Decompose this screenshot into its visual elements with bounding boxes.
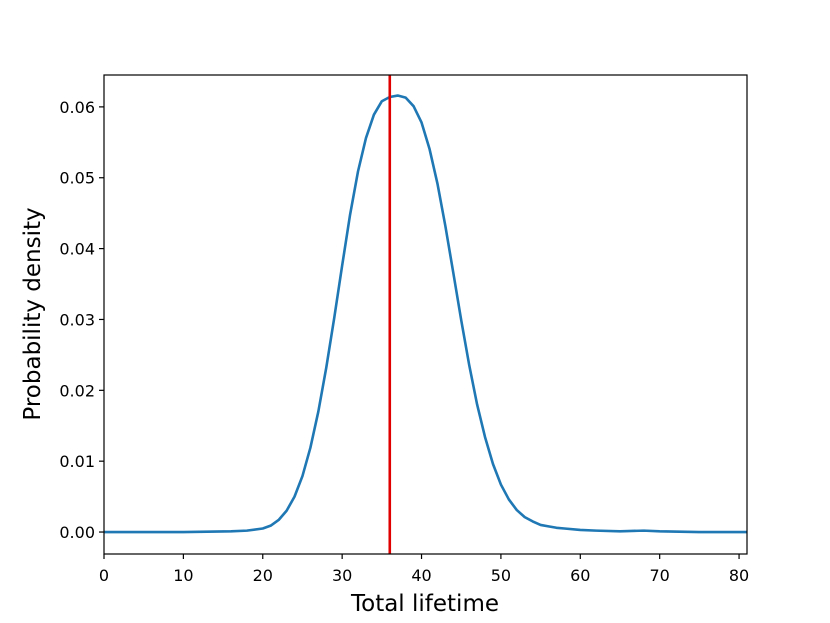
y-tick-label: 0.00: [59, 523, 95, 542]
x-tick-label: 80: [729, 566, 749, 585]
density-curve-line: [104, 94, 747, 534]
x-tick-label: 70: [649, 566, 669, 585]
y-tick-label: 0.04: [59, 240, 95, 259]
x-tick-label: 20: [253, 566, 273, 585]
y-tick-label: 0.06: [59, 98, 95, 117]
x-tick-label: 60: [570, 566, 590, 585]
x-axis-label: Total lifetime: [350, 591, 499, 617]
x-tick-label: 0: [99, 566, 109, 585]
ticks-layer: 0 10 20 30 40 50 60 70 80 0.00 0.01 0.02 0.03 0.04 0.0…: [59, 98, 749, 585]
y-tick-label: 0.05: [59, 169, 95, 188]
x-tick-label: 50: [491, 566, 511, 585]
x-tick-label: 30: [332, 566, 352, 585]
y-tick-label: 0.02: [59, 381, 95, 400]
y-axis-label: Probability density: [20, 207, 46, 420]
x-tick-label: 40: [411, 566, 431, 585]
y-tick-label: 0.01: [59, 452, 95, 471]
y-tick-label: 0.03: [59, 310, 95, 329]
x-tick-label: 10: [173, 566, 193, 585]
plot-layer: [104, 75, 747, 554]
plot-frame: [103, 74, 748, 555]
